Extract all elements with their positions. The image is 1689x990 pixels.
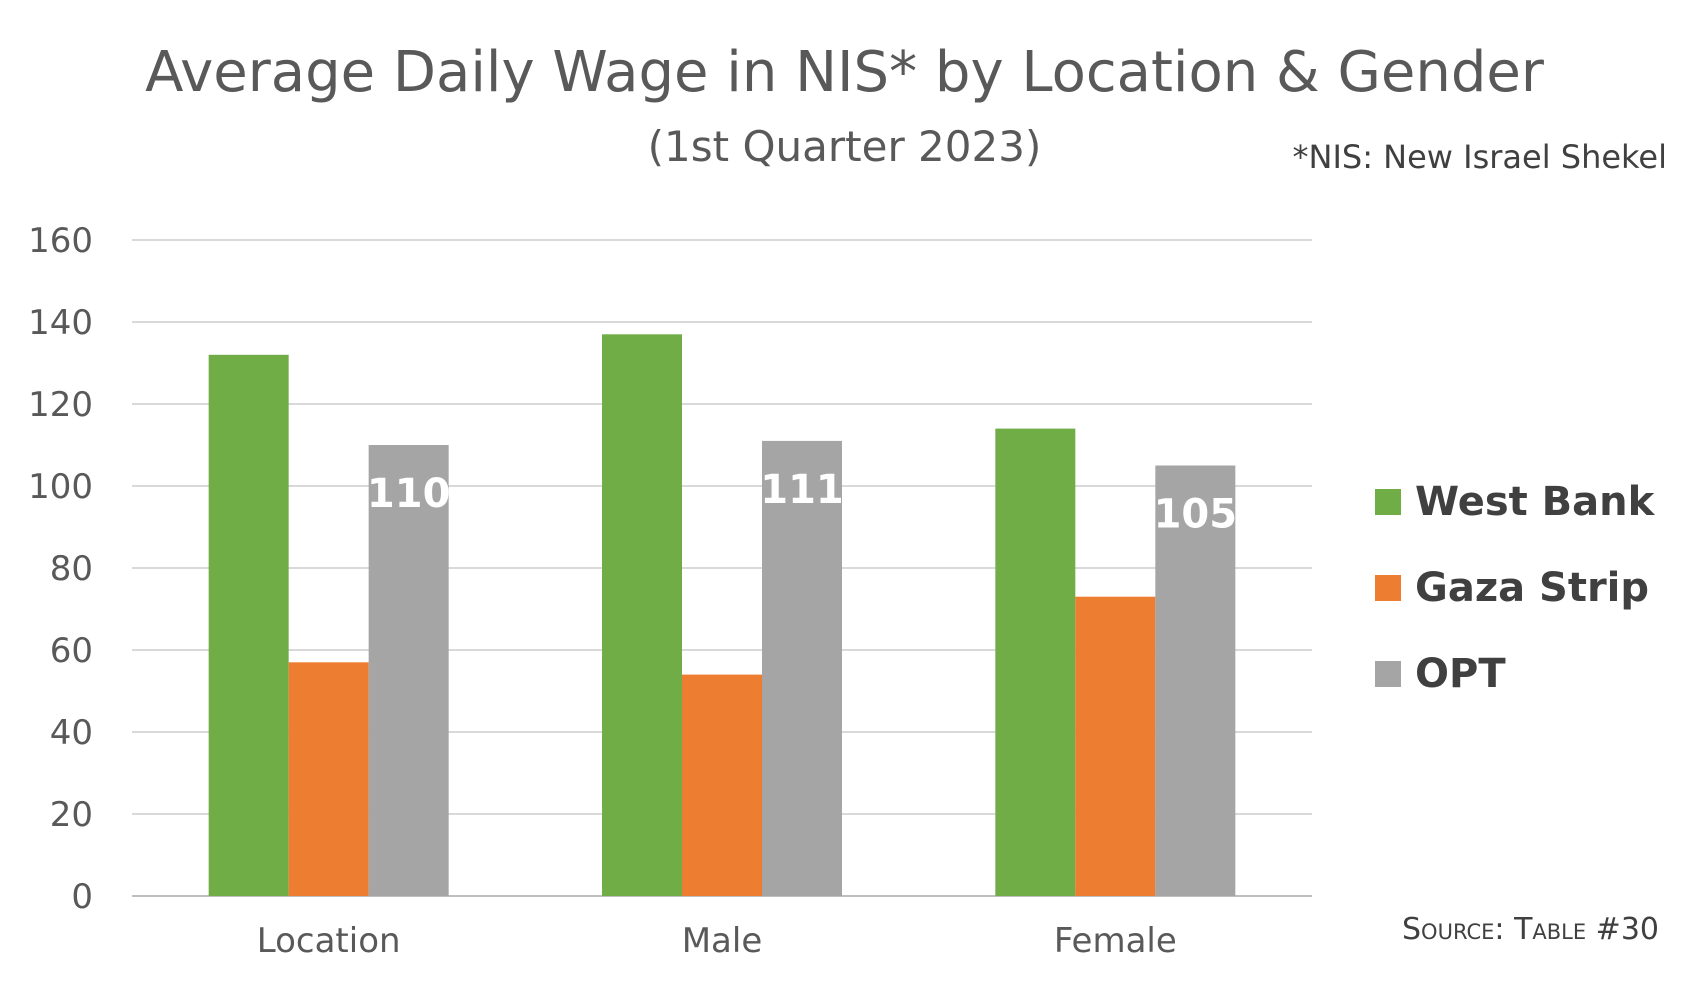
- y-tick-label: 40: [50, 713, 93, 753]
- y-tick-label: 0: [71, 877, 93, 917]
- data-label: 110: [367, 471, 451, 517]
- y-tick-label: 80: [50, 549, 93, 589]
- bar-gaza-strip: [288, 662, 369, 896]
- bar-gaza-strip: [682, 674, 762, 896]
- y-tick-label: 100: [28, 467, 93, 507]
- bar-west-bank: [602, 334, 682, 896]
- bar-opt: [762, 440, 842, 896]
- legend-swatch-west-bank: [1375, 489, 1401, 515]
- x-tick-label: Male: [682, 921, 763, 961]
- legend-label-opt: OPT: [1415, 651, 1506, 697]
- bar-opt: [368, 445, 449, 896]
- legend-label-west-bank: West Bank: [1415, 479, 1655, 525]
- data-label: 105: [1154, 492, 1238, 538]
- legend-label-gaza-strip: Gaza Strip: [1415, 565, 1650, 611]
- legend-item-gaza-strip: Gaza Strip: [1375, 565, 1654, 611]
- legend-swatch-opt: [1375, 661, 1401, 687]
- legend-item-west-bank: West Bank: [1375, 479, 1655, 525]
- bar-gaza-strip: [1075, 596, 1156, 896]
- bar-opt: [1155, 465, 1236, 896]
- legend: West Bank Gaza Strip OPT: [1375, 479, 1655, 738]
- bar-west-bank: [995, 428, 1076, 896]
- currency-note: *NIS: New Israel Shekel: [1292, 138, 1667, 176]
- y-tick-label: 140: [28, 303, 93, 343]
- y-tick-label: 20: [50, 795, 93, 835]
- legend-item-opt: OPT: [1375, 651, 1654, 697]
- y-tick-label: 160: [28, 221, 93, 261]
- x-tick-label: Location: [257, 921, 401, 961]
- x-tick-label: Female: [1054, 921, 1177, 961]
- y-tick-label: 60: [50, 631, 93, 671]
- chart-title-text: Average Daily Wage in NIS* by Location &…: [145, 40, 1544, 105]
- source-note: Source: Table #30: [1402, 912, 1659, 947]
- data-label: 111: [760, 467, 844, 513]
- y-tick-label: 120: [28, 385, 93, 425]
- chart-subtitle: (1st Quarter 2023): [647, 122, 1042, 171]
- legend-swatch-gaza-strip: [1375, 575, 1401, 601]
- bar-west-bank: [208, 354, 289, 896]
